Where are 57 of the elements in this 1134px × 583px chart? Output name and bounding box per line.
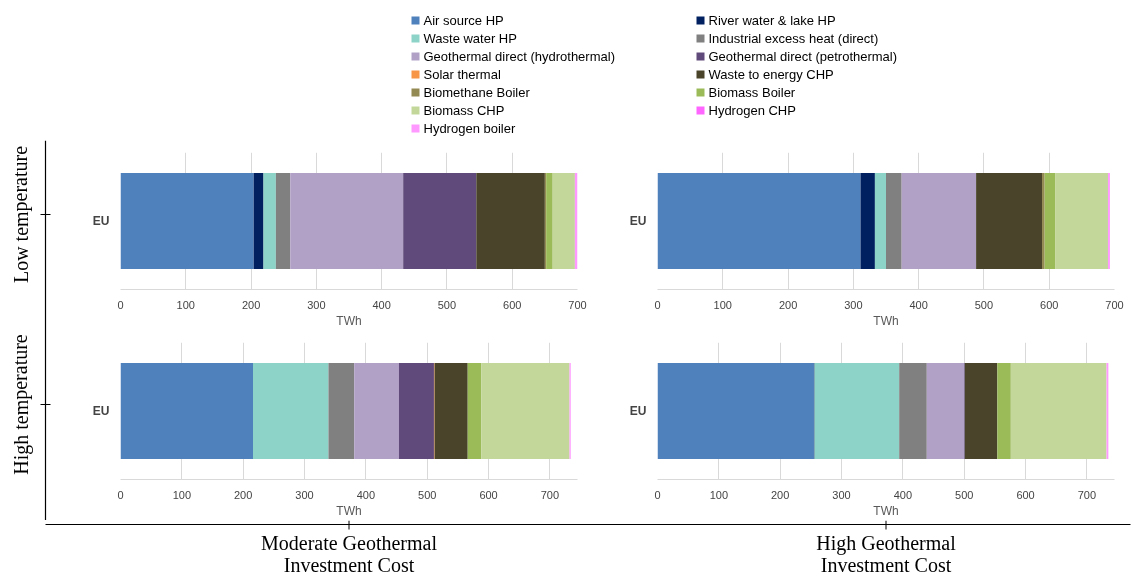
x-tick-label: 300: [295, 488, 314, 501]
x-tick-label: 600: [1016, 488, 1035, 501]
x-tick-label: 600: [479, 488, 498, 501]
x-axis-title: TWh: [336, 313, 362, 328]
x-tick-label: 400: [356, 488, 376, 501]
x-tick-label: 100: [709, 488, 729, 501]
category-label: High temperature: [9, 334, 32, 475]
x-tick-label: 400: [893, 488, 913, 501]
x-tick-label: 600: [503, 298, 522, 311]
x-tick-label: 600: [1040, 298, 1059, 311]
x-tick-label: 100: [172, 488, 192, 501]
x-tick-label: 500: [955, 488, 974, 501]
x-tick-label: 300: [307, 298, 326, 311]
legend-label: Solar thermal: [423, 67, 501, 82]
legend-label: Waste water HP: [423, 31, 517, 46]
x-tick-label: 300: [844, 298, 863, 311]
x-tick-label: 500: [974, 298, 994, 311]
x-tick-label: 400: [372, 298, 391, 311]
legend-label: River water & lake HP: [708, 13, 836, 28]
legend-label: Waste to energy CHP: [708, 67, 834, 82]
y-tick-label: EU: [629, 214, 647, 228]
x-tick-label: 0: [654, 298, 661, 311]
x-tick-label: 500: [418, 488, 437, 501]
category-label: Low temperature: [9, 145, 32, 284]
legend-label: Hydrogen boiler: [423, 121, 516, 136]
legend-label: Biomass Boiler: [708, 85, 796, 100]
x-tick-label: 0: [654, 488, 661, 501]
x-tick-label: 300: [832, 488, 851, 501]
legend-label: Hydrogen CHP: [708, 103, 796, 118]
legend-label: Biomethane Boiler: [423, 85, 531, 100]
legend-label: Industrial excess heat (direct): [708, 31, 879, 46]
category-label: High Geothermal Investment Cost: [816, 531, 957, 576]
x-tick-label: 700: [540, 488, 560, 501]
x-tick-label: 700: [1105, 298, 1124, 311]
x-tick-label: 200: [771, 488, 790, 501]
legend-label: Geothermal direct (hydrothermal): [423, 49, 615, 64]
legend-label: Air source HP: [423, 13, 504, 28]
x-tick-label: 0: [117, 488, 124, 501]
legend-label: Biomass CHP: [423, 103, 505, 118]
y-tick-label: EU: [629, 404, 647, 418]
x-axis-title: TWh: [873, 313, 899, 328]
legend-label: Geothermal direct (petrothermal): [708, 49, 898, 64]
y-tick-label: EU: [92, 404, 110, 418]
x-tick-label: 200: [241, 298, 261, 311]
x-tick-label: 100: [713, 298, 732, 311]
x-tick-label: 700: [568, 298, 587, 311]
x-tick-label: 700: [1077, 488, 1097, 501]
y-tick-label: EU: [92, 214, 110, 228]
x-tick-label: 500: [437, 298, 457, 311]
category-label: Moderate Geothermal Investment Cost: [260, 531, 438, 576]
x-axis-title: TWh: [336, 503, 362, 518]
x-tick-label: 0: [117, 298, 124, 311]
x-tick-label: 200: [234, 488, 253, 501]
x-tick-label: 200: [778, 298, 798, 311]
x-axis-title: TWh: [873, 503, 899, 518]
x-tick-label: 100: [176, 298, 195, 311]
x-tick-label: 400: [909, 298, 928, 311]
